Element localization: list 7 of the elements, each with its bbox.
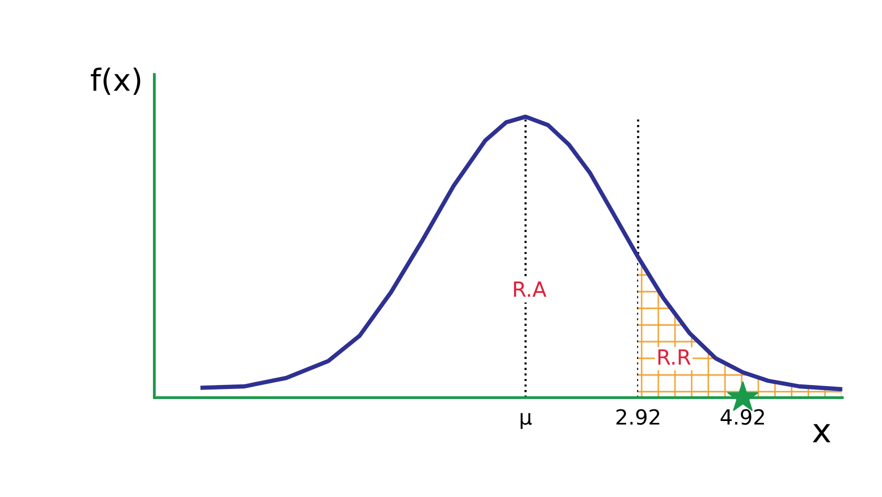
x-tick-label: 4.92 bbox=[720, 409, 764, 425]
x-axis-title: x bbox=[812, 424, 830, 442]
y-axis-title: f(x) bbox=[90, 68, 140, 95]
x-tick-label: 2.92 bbox=[616, 409, 660, 425]
x-tick-label: μ bbox=[520, 413, 532, 429]
annotation: R.R bbox=[658, 349, 691, 365]
annotation: R.A bbox=[514, 282, 546, 297]
